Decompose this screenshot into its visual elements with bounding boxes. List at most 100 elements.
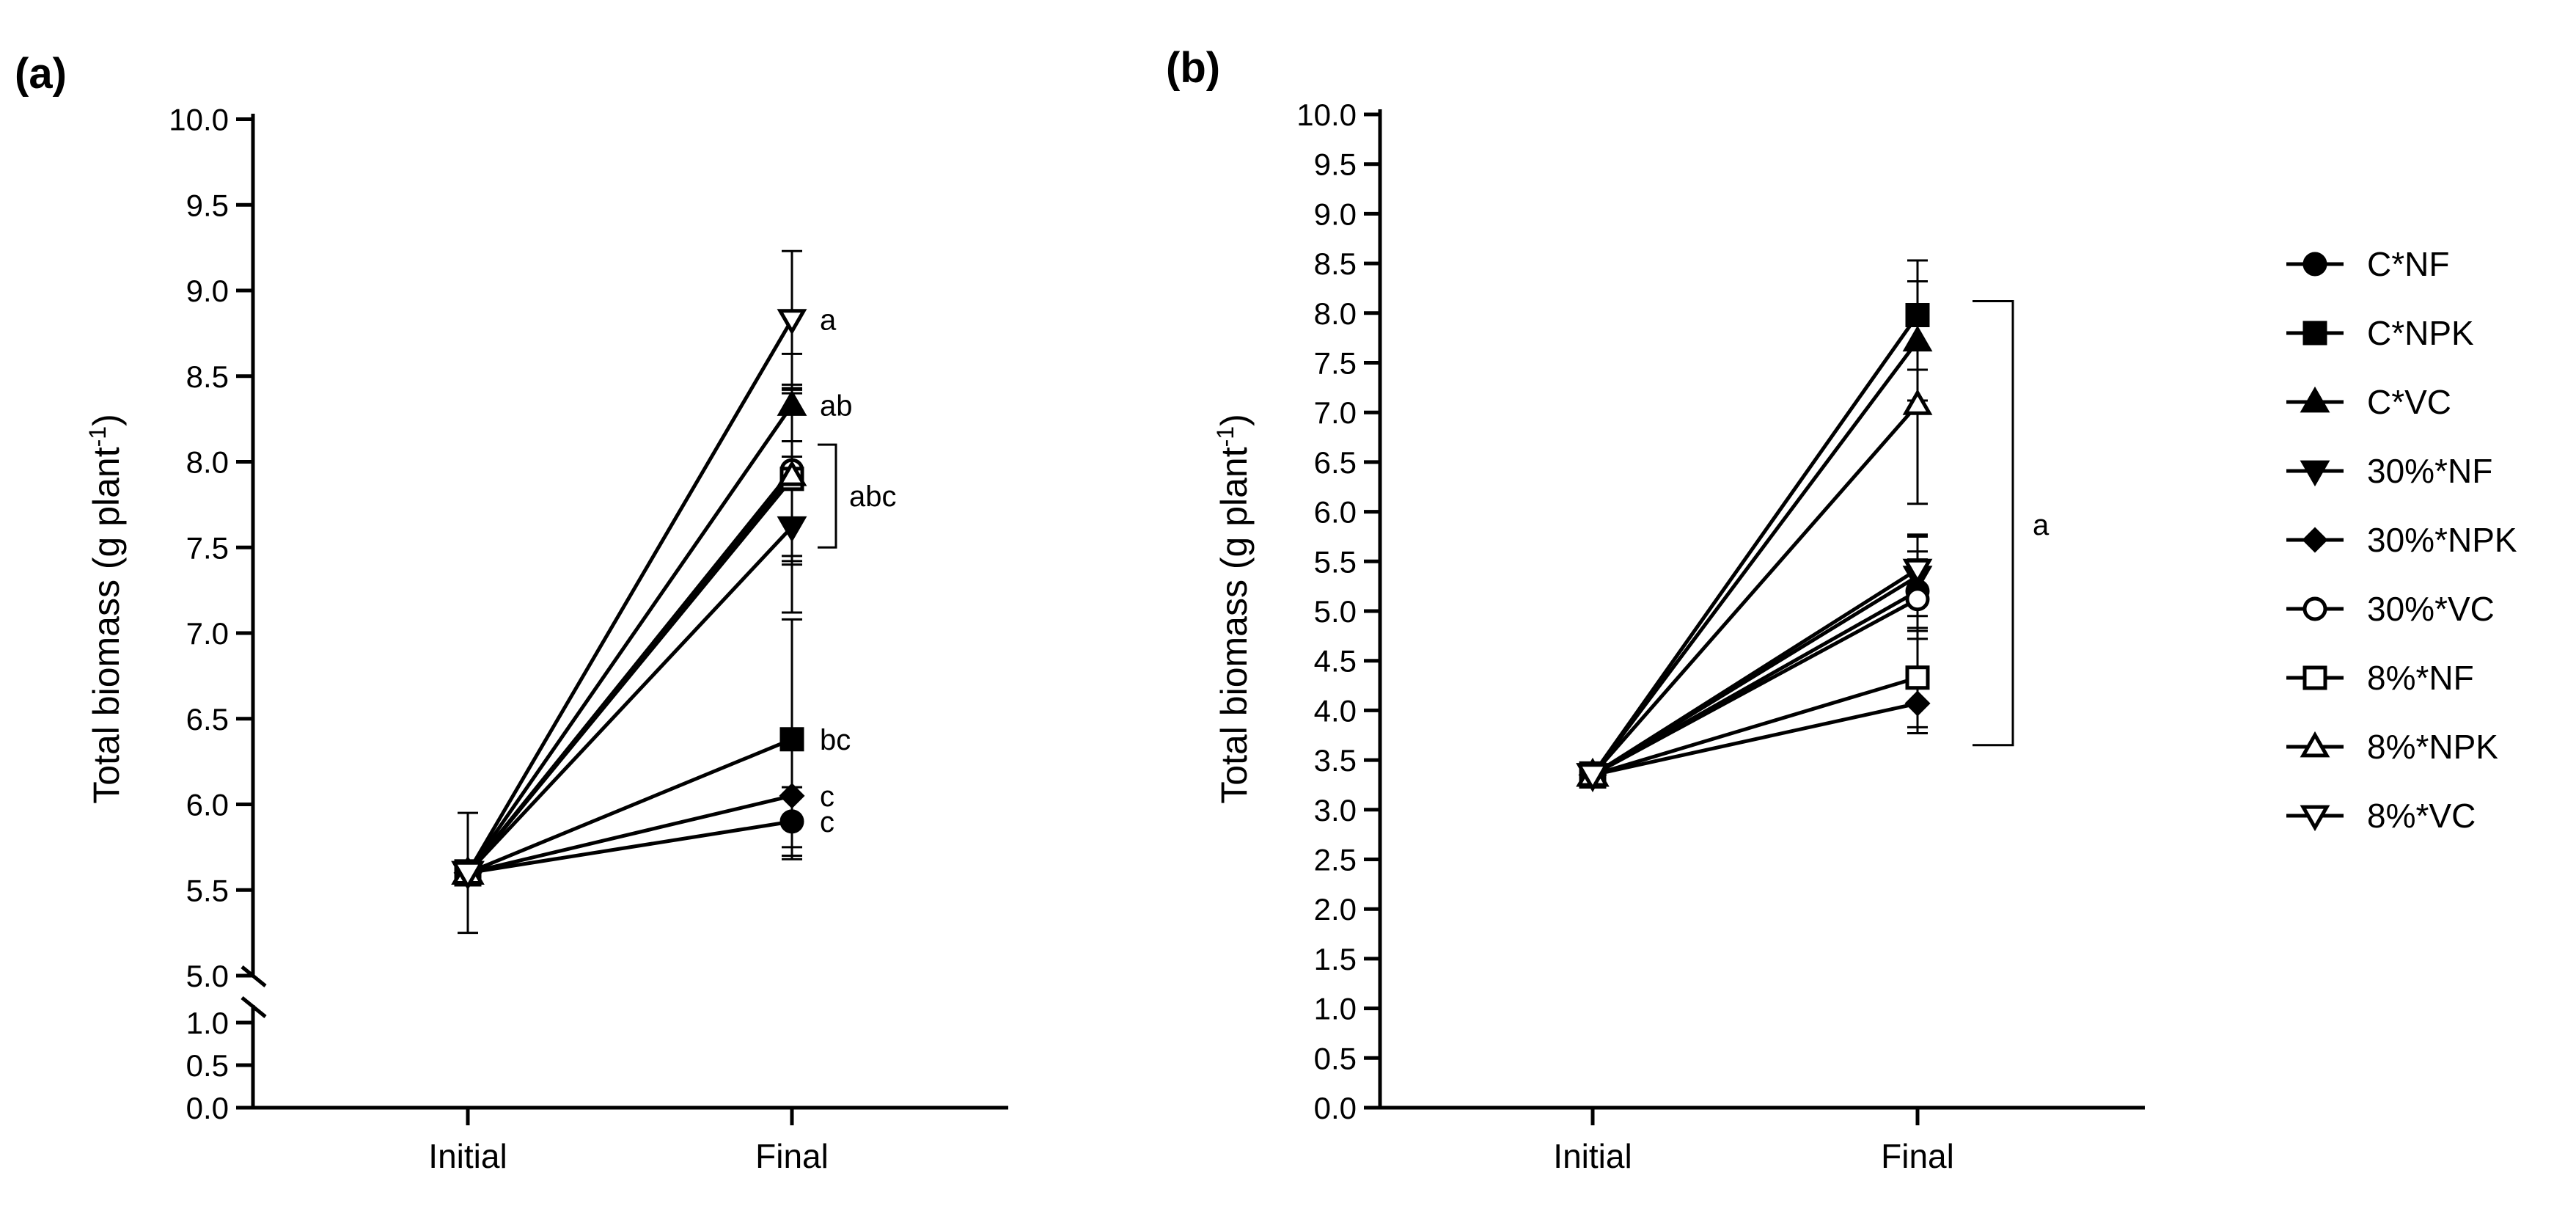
panel-a-series-line-c-npk — [467, 737, 793, 875]
panel-b-y-tick-label: 2.0 — [1314, 892, 1357, 927]
legend-marker-c-vc — [2300, 386, 2330, 413]
panel-a-break-mark-top — [241, 965, 267, 987]
panel-a-y-tick-label: 5.0 — [186, 959, 229, 993]
panel-a-series-line-c-nf — [467, 819, 793, 875]
legend-item-8pct-nf: 8%*NF — [2286, 659, 2474, 697]
legend-marker-c-nf — [2302, 252, 2327, 277]
panel-a-final-marker-c-vc — [777, 390, 807, 416]
panel-a-y-tick-label: 0.0 — [186, 1091, 229, 1125]
panel-a-label: (a) — [15, 50, 67, 98]
legend-item-c-vc: C*VC — [2286, 383, 2451, 421]
panel-b-y-tick-label: 4.5 — [1314, 644, 1357, 679]
legend-item-8pct-vc: 8%*VC — [2286, 797, 2476, 835]
panel-a-bracket-label: abc — [849, 480, 897, 513]
panel-b-y-tick-label: 5.0 — [1314, 594, 1357, 629]
panel-b-y-tick-label: 7.5 — [1314, 346, 1357, 381]
legend-label: C*NF — [2367, 245, 2449, 283]
panel-b-series-line-8pct-nf — [1592, 676, 1918, 777]
panel-b-series-line-c-vc — [1590, 340, 1920, 776]
legend-label: C*NPK — [2367, 314, 2474, 352]
legend-marker-8pct-nf — [2302, 665, 2327, 690]
panel-b-y-tick-label: 8.5 — [1314, 246, 1357, 281]
panel-b-x-tick-label: Final — [1881, 1137, 1954, 1175]
panel-a-sig-letter-c-nf: c — [820, 806, 834, 838]
panel-b-y-tick-label: 1.5 — [1314, 942, 1357, 976]
panel-b-x-tick-label: Initial — [1553, 1137, 1632, 1175]
panel-a-y-tick-label: 6.0 — [186, 788, 229, 822]
panel-a-ylabel-close: ) — [86, 414, 127, 426]
panel-b-y-tick-label: 3.5 — [1314, 743, 1357, 778]
legend-item-30pct-nf: 30%*NF — [2286, 452, 2492, 490]
panel-a-y-tick-label: 0.5 — [186, 1048, 229, 1083]
legend-item-30pct-npk: 30%*NPK — [2286, 521, 2517, 559]
panel-a-y-tick-label: 5.5 — [186, 873, 229, 907]
panel-b-y-axis-title: Total biomass (g plant-1) — [1212, 414, 1255, 803]
panel-b-ylabel-sup: -1 — [1212, 426, 1239, 447]
panel-a-y-tick-label: 9.5 — [186, 188, 229, 222]
panel-a-ylabel-main: Total biomass (g plant — [86, 447, 127, 803]
legend-label: 8%*VC — [2367, 797, 2476, 835]
panel-a-final-marker-8pct-npk — [777, 460, 807, 486]
panel-b-initial-marker-8pct-vc — [1576, 763, 1610, 792]
panel-a-series-line-8pct-npk — [466, 474, 793, 874]
panel-b-y-tick-label: 5.5 — [1314, 544, 1357, 579]
panel-b-label: (b) — [1166, 44, 1220, 92]
legend: C*NF C*NPK C*VC 30%*NF 30%*NPK 30%*VC 8%*NF 8%*… — [2286, 245, 2517, 835]
panel-b-final-marker-8pct-vc — [1902, 558, 1933, 585]
panel-b-y-tick-label: 4.0 — [1314, 693, 1357, 728]
legend-item-30pct-vc: 30%*VC — [2286, 590, 2495, 628]
panel-a-final-marker-c-npk — [779, 727, 804, 752]
panel-a: (a) Total biomass (g plant-1) 5.0 5.5 6.0 6… — [15, 50, 1008, 1175]
legend-marker-30pct-vc — [2302, 596, 2327, 621]
legend-item-8pct-npk: 8%*NPK — [2286, 728, 2498, 766]
panel-b-y-tick-label: 6.5 — [1314, 445, 1357, 480]
legend-marker-8pct-vc — [2300, 805, 2330, 832]
panel-b-y-tick-label: 7.0 — [1314, 395, 1357, 430]
panel-a-series-line-c-vc — [466, 404, 794, 874]
panel-a-y-tick-label: 9.0 — [186, 274, 229, 308]
panel-b-final-marker-30pct-npk — [1904, 690, 1931, 717]
panel-b-y-tick-label: 0.5 — [1314, 1041, 1357, 1075]
panel-b-series-line-c-npk — [1590, 314, 1920, 776]
panel-b-ylabel-close: ) — [1214, 414, 1255, 426]
panel-b-y-tick-label: 9.5 — [1314, 147, 1357, 182]
legend-marker-30pct-nf — [2300, 460, 2330, 487]
panel-a-final-marker-8pct-vc — [777, 309, 807, 335]
panel-b-bracket — [1973, 300, 2014, 747]
legend-marker-c-npk — [2302, 321, 2327, 346]
panel-a-final-marker-c-nf — [779, 809, 804, 834]
panel-a-final-marker-30pct-npk — [779, 783, 805, 809]
panel-b-y-tick-label: 6.0 — [1314, 495, 1357, 530]
panel-b-y-tick-label: 10.0 — [1296, 98, 1357, 132]
legend-item-c-npk: C*NPK — [2286, 314, 2474, 352]
legend-label: 8%*NPK — [2367, 728, 2498, 766]
panel-b-bracket-label: a — [2033, 509, 2050, 541]
legend-item-c-nf: C*NF — [2286, 245, 2449, 283]
legend-label: 8%*NF — [2367, 659, 2474, 697]
panel-b-y-tick-label: 2.5 — [1314, 843, 1357, 877]
panel-b-final-marker-8pct-npk — [1902, 389, 1933, 415]
panel-a-final-marker-30pct-nf — [777, 516, 807, 543]
panel-a-y-axis-title: Total biomass (g plant-1) — [84, 414, 127, 803]
panel-b-series-line-8pct-vc — [1591, 568, 1919, 777]
legend-label: 30%*VC — [2367, 590, 2495, 628]
legend-label: C*VC — [2367, 383, 2451, 421]
panel-a-y-tick-label: 7.0 — [186, 616, 229, 651]
panel-a-series-line-30pct-npk — [467, 794, 793, 875]
panel-a-y-tick-label: 6.5 — [186, 702, 229, 737]
panel-a-x-tick-label: Final — [755, 1137, 829, 1175]
panel-a-y-tick-label: 10.0 — [169, 103, 229, 137]
panel-a-series-line-8pct-vc — [466, 318, 794, 874]
legend-label: 30%*NF — [2367, 452, 2492, 490]
panel-b-ylabel-main: Total biomass (g plant — [1214, 447, 1255, 803]
panel-b-y-tick-label: 8.0 — [1314, 296, 1357, 331]
panel-a-series-line-30pct-nf — [466, 525, 793, 874]
panel-b-y-tick-label: 0.0 — [1314, 1091, 1357, 1125]
legend-marker-30pct-npk — [2302, 527, 2328, 553]
panel-a-initial-marker-8pct-vc — [451, 860, 485, 891]
panel-a-sig-letter-c-vc: ab — [820, 390, 853, 422]
panel-a-bracket — [818, 443, 837, 549]
panel-a-x-tick-label: Initial — [428, 1137, 507, 1175]
panel-a-y-tick-label: 8.0 — [186, 445, 229, 480]
panel-b-series-line-30pct-vc — [1591, 597, 1919, 777]
